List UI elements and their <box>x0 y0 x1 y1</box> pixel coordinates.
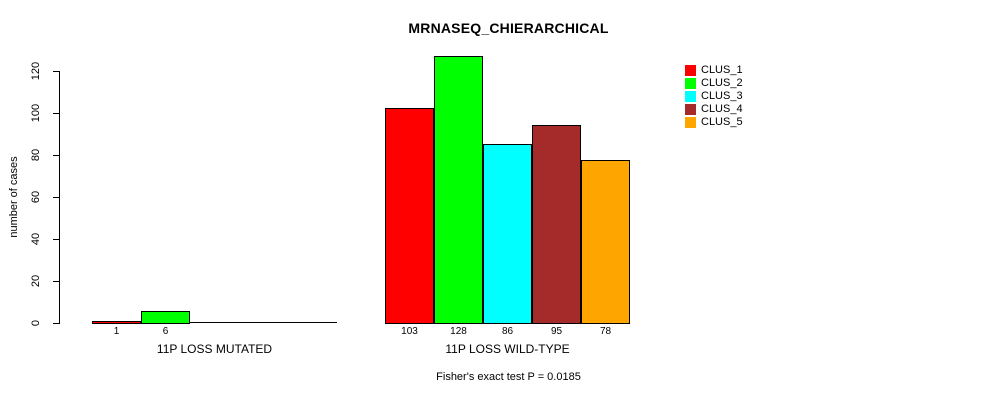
y-axis-tick-label: 100 <box>30 103 42 123</box>
legend-item-label: CLUS_1 <box>701 64 743 76</box>
bar-clus_2 <box>434 56 483 324</box>
bar-clus_3 <box>190 322 239 323</box>
legend-item-label: CLUS_5 <box>701 116 743 128</box>
y-axis-tick <box>53 197 60 198</box>
legend-item: CLUS_1 <box>685 64 743 77</box>
y-axis-label: number of cases <box>8 156 20 238</box>
bar-clus_5 <box>581 160 630 324</box>
legend-swatch-clus_5 <box>685 117 696 128</box>
legend-item: CLUS_3 <box>685 90 743 103</box>
fisher-test-annotation: Fisher's exact test P = 0.0185 <box>436 371 581 383</box>
y-axis-tick <box>53 155 60 156</box>
bar-value-label: 6 <box>162 326 169 337</box>
y-axis-tick-label: 120 <box>30 61 42 81</box>
legend: CLUS_1 CLUS_2 CLUS_3 CLUS_4 CLUS_5 <box>685 64 743 129</box>
legend-swatch-clus_3 <box>685 91 696 102</box>
y-axis-tick <box>53 239 60 240</box>
bar-clus_4 <box>532 125 581 324</box>
legend-item-label: CLUS_4 <box>701 103 743 115</box>
bar-clus_3 <box>483 144 532 324</box>
y-axis-tick <box>53 281 60 282</box>
bar-clus_1 <box>92 321 141 324</box>
y-axis-tick-label: 60 <box>30 190 42 204</box>
y-axis-tick <box>53 323 60 324</box>
bar-clus_5 <box>288 322 337 323</box>
bar-value-label: 95 <box>550 326 563 337</box>
legend-item: CLUS_4 <box>685 103 743 116</box>
legend-item-label: CLUS_2 <box>701 77 743 89</box>
bar-value-label: 86 <box>501 326 514 337</box>
group-label: 11P LOSS MUTATED <box>156 342 273 356</box>
bar-value-label: 78 <box>599 326 612 337</box>
y-axis-tick <box>53 113 60 114</box>
bar-value-label: 1 <box>113 326 120 337</box>
y-axis-tick-label: 80 <box>30 148 42 162</box>
bar-value-label: 103 <box>401 326 418 337</box>
bar-value-label: 128 <box>450 326 467 337</box>
bar-clus_2 <box>141 311 190 324</box>
chart-title: MRNASEQ_CHIERARCHICAL <box>408 20 609 36</box>
bar-clus_1 <box>385 108 434 324</box>
y-axis-tick-label: 0 <box>30 319 42 327</box>
legend-swatch-clus_2 <box>685 78 696 89</box>
legend-swatch-clus_4 <box>685 104 696 115</box>
legend-item: CLUS_2 <box>685 77 743 90</box>
legend-swatch-clus_1 <box>685 65 696 76</box>
group-label: 11P LOSS WILD-TYPE <box>445 342 570 356</box>
y-axis-tick <box>53 71 60 72</box>
legend-item-label: CLUS_3 <box>701 90 743 102</box>
y-axis-tick-label: 20 <box>30 274 42 288</box>
bar-clus_4 <box>239 322 288 323</box>
y-axis-tick-label: 40 <box>30 232 42 246</box>
legend-item: CLUS_5 <box>685 116 743 129</box>
